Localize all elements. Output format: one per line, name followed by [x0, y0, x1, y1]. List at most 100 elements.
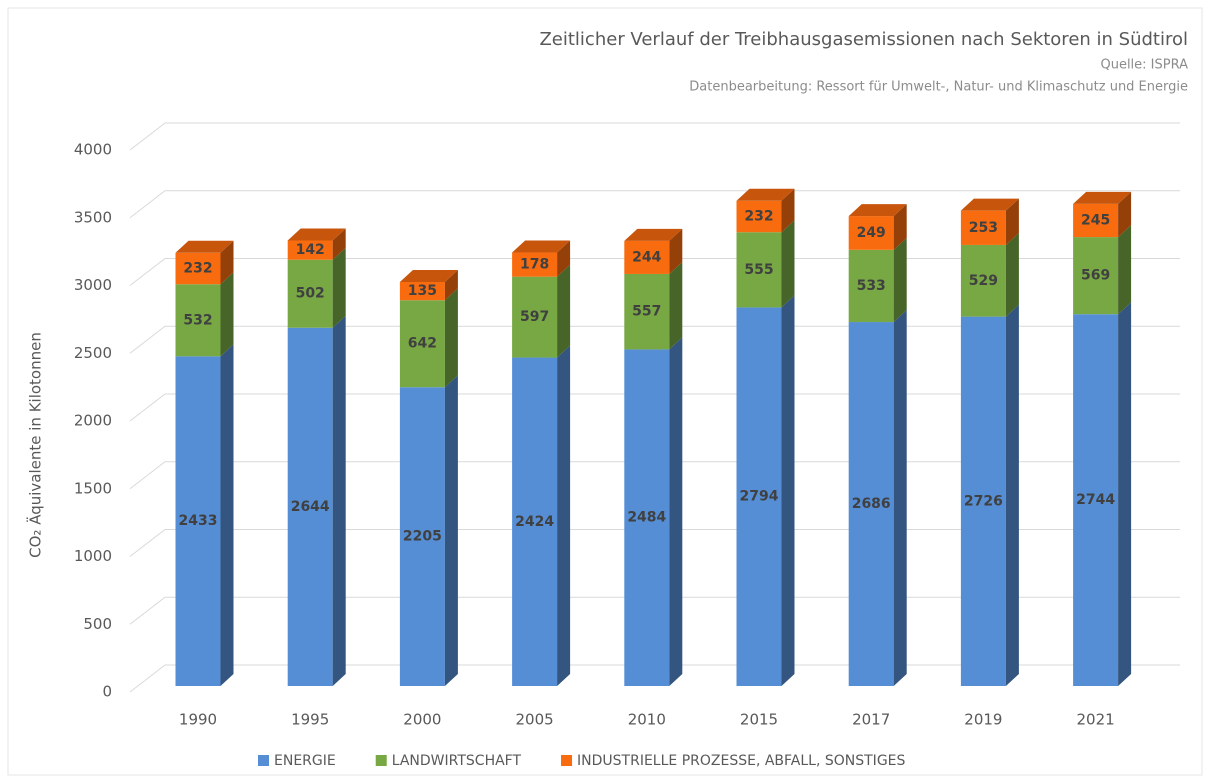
data-label: 253 — [969, 220, 998, 236]
bar-top — [624, 228, 683, 241]
x-tick-label: 2019 — [964, 711, 1002, 729]
data-label: 232 — [183, 261, 212, 277]
grid-line — [129, 122, 1180, 151]
bar-side — [1005, 198, 1019, 245]
bar-top — [736, 188, 795, 201]
bar-segment — [960, 316, 1006, 686]
y-tick-label: 2000 — [74, 412, 112, 430]
legend-swatch — [561, 755, 573, 766]
grid-line — [129, 529, 1180, 557]
x-tick-label: 2021 — [1077, 711, 1115, 729]
bar-segment — [848, 216, 894, 250]
data-label: 597 — [520, 309, 549, 325]
bar-segment — [175, 284, 221, 357]
bar-side — [781, 188, 795, 233]
chart-title: Zeitlicher Verlauf der Treibhausgasemiss… — [539, 29, 1188, 50]
bar-segment — [736, 307, 782, 686]
bar-segment — [624, 273, 670, 350]
data-label: 642 — [408, 336, 437, 352]
bar-side — [220, 240, 234, 285]
bar-segment — [848, 249, 894, 323]
y-tick-label: 4000 — [74, 141, 112, 159]
data-label: 2205 — [403, 529, 442, 545]
x-tick-label: 2005 — [516, 711, 554, 729]
data-label: 2726 — [964, 493, 1003, 509]
legend-swatch — [258, 755, 269, 766]
data-label: 2484 — [627, 510, 666, 526]
data-label: 2644 — [291, 499, 330, 515]
data-label: 529 — [969, 273, 998, 289]
y-tick-label: 500 — [83, 615, 112, 633]
y-tick-label: 3000 — [74, 276, 112, 294]
bar-side — [893, 204, 907, 250]
grid-line — [129, 664, 1180, 693]
data-label: 533 — [857, 278, 886, 294]
grid-line — [129, 190, 1180, 219]
bar-top — [175, 240, 234, 253]
chart-frame — [7, 7, 1203, 776]
legend-label: LANDWIRTSCHAFT — [392, 753, 522, 769]
legend-swatch — [375, 755, 387, 766]
bar-segment — [287, 259, 333, 328]
bar-segment — [287, 327, 333, 686]
bar-side — [781, 220, 795, 308]
grid-line — [129, 325, 1180, 354]
data-label: 555 — [744, 262, 773, 278]
data-label: 569 — [1081, 268, 1110, 284]
bar-segment — [399, 281, 445, 301]
data-label: 232 — [744, 208, 773, 224]
bar-segment — [1073, 314, 1119, 686]
bar-side — [444, 269, 458, 301]
data-label: 142 — [296, 242, 325, 258]
data-label: 2686 — [852, 496, 891, 512]
bar-side — [332, 228, 346, 260]
bar-segment — [624, 349, 670, 686]
bar-segment — [512, 252, 558, 277]
x-tick-label: 2000 — [403, 711, 441, 729]
grid-line — [129, 393, 1180, 422]
x-tick-label: 2015 — [740, 711, 778, 729]
bar-segment — [175, 252, 221, 285]
bar-side — [332, 247, 346, 328]
bar-side — [669, 337, 683, 686]
x-tick-label: 1995 — [291, 711, 329, 729]
bar-side — [332, 315, 346, 686]
bar-segment — [1073, 203, 1119, 238]
data-label: 532 — [183, 312, 212, 328]
bar-side — [1005, 304, 1019, 686]
y-tick-label: 1500 — [74, 479, 112, 497]
grid-line — [129, 596, 1180, 625]
data-label: 249 — [857, 225, 886, 241]
bar-segment — [736, 232, 782, 308]
bar-top — [1073, 191, 1132, 204]
y-tick-label: 2500 — [74, 344, 112, 362]
bar-side — [220, 272, 234, 357]
bar-side — [893, 310, 907, 686]
bar-top — [512, 240, 571, 253]
y-tick-label: 3500 — [74, 208, 112, 226]
chart-subtitle: Datenbearbeitung: Ressort für Umwelt-, N… — [689, 80, 1188, 95]
bar-side — [669, 261, 683, 350]
bar-segment — [512, 357, 558, 686]
data-label: 2744 — [1076, 492, 1115, 508]
y-tick-label: 0 — [102, 683, 112, 701]
bar-top — [848, 204, 907, 217]
bar-side — [1118, 225, 1132, 315]
grid-line — [129, 258, 1180, 286]
bar-top — [960, 198, 1019, 211]
data-label: 502 — [296, 286, 325, 302]
data-label: 135 — [408, 283, 437, 299]
bar-side — [669, 228, 683, 274]
bar-side — [557, 345, 571, 686]
data-label: 2794 — [740, 489, 779, 505]
bar-segment — [512, 276, 558, 358]
data-label: 178 — [520, 257, 549, 273]
bar-side — [444, 375, 458, 686]
bar-side — [444, 288, 458, 388]
bar-segment — [287, 240, 333, 260]
bar-segment — [960, 210, 1006, 245]
bar-side — [557, 264, 571, 358]
legend-label: ENERGIE — [274, 753, 336, 769]
bar-segment — [736, 200, 782, 233]
